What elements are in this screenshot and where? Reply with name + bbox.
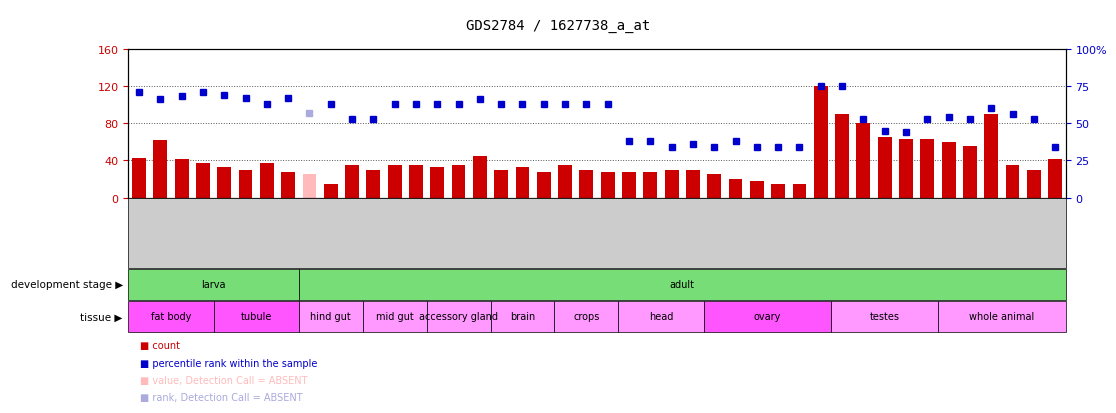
Bar — [899, 140, 913, 198]
Bar — [750, 182, 763, 198]
Text: fat body: fat body — [151, 311, 191, 322]
Text: ■ value, Detection Call = ABSENT: ■ value, Detection Call = ABSENT — [140, 375, 307, 385]
Bar — [175, 159, 189, 198]
Bar — [516, 168, 529, 198]
Bar — [856, 124, 870, 198]
Text: whole animal: whole animal — [969, 311, 1035, 322]
Text: tissue ▶: tissue ▶ — [80, 311, 123, 322]
Bar — [345, 166, 359, 198]
Bar — [665, 170, 679, 198]
Bar — [644, 172, 657, 198]
Bar — [942, 142, 955, 198]
Bar — [963, 147, 976, 198]
Bar — [878, 138, 892, 198]
Text: ■ rank, Detection Call = ABSENT: ■ rank, Detection Call = ABSENT — [140, 392, 302, 402]
Bar — [622, 172, 636, 198]
Bar — [281, 172, 295, 198]
Bar — [473, 157, 487, 198]
Bar — [1027, 170, 1041, 198]
Bar — [686, 170, 700, 198]
Bar — [1048, 159, 1062, 198]
Bar — [302, 175, 316, 198]
Text: GDS2784 / 1627738_a_at: GDS2784 / 1627738_a_at — [465, 19, 651, 33]
Text: ■ count: ■ count — [140, 340, 180, 350]
Text: tubule: tubule — [240, 311, 272, 322]
Bar — [218, 168, 231, 198]
Text: accessory gland: accessory gland — [420, 311, 498, 322]
Bar — [792, 184, 807, 198]
Bar — [729, 180, 742, 198]
Bar — [260, 164, 273, 198]
Bar — [431, 168, 444, 198]
Text: testes: testes — [869, 311, 899, 322]
Bar — [921, 140, 934, 198]
Text: ovary: ovary — [753, 311, 781, 322]
Bar — [814, 87, 828, 198]
Text: hind gut: hind gut — [310, 311, 352, 322]
Text: ■ percentile rank within the sample: ■ percentile rank within the sample — [140, 358, 317, 368]
Text: brain: brain — [510, 311, 535, 322]
Bar — [410, 166, 423, 198]
Bar — [835, 114, 849, 198]
Bar — [239, 170, 252, 198]
Bar — [387, 166, 402, 198]
Text: adult: adult — [670, 280, 695, 290]
Bar — [132, 158, 146, 198]
Bar — [153, 140, 167, 198]
Text: mid gut: mid gut — [376, 311, 414, 322]
Text: development stage ▶: development stage ▶ — [10, 280, 123, 290]
Bar — [494, 170, 508, 198]
Bar — [324, 184, 338, 198]
Text: larva: larva — [201, 280, 225, 290]
Bar — [771, 184, 785, 198]
Bar — [452, 166, 465, 198]
Bar — [579, 170, 594, 198]
Bar — [1006, 166, 1019, 198]
Bar — [984, 114, 998, 198]
Bar — [600, 172, 615, 198]
Bar — [708, 175, 721, 198]
Text: crops: crops — [574, 311, 599, 322]
Bar — [558, 166, 573, 198]
Bar — [366, 170, 381, 198]
Text: head: head — [648, 311, 673, 322]
Bar — [537, 172, 550, 198]
Bar — [196, 164, 210, 198]
